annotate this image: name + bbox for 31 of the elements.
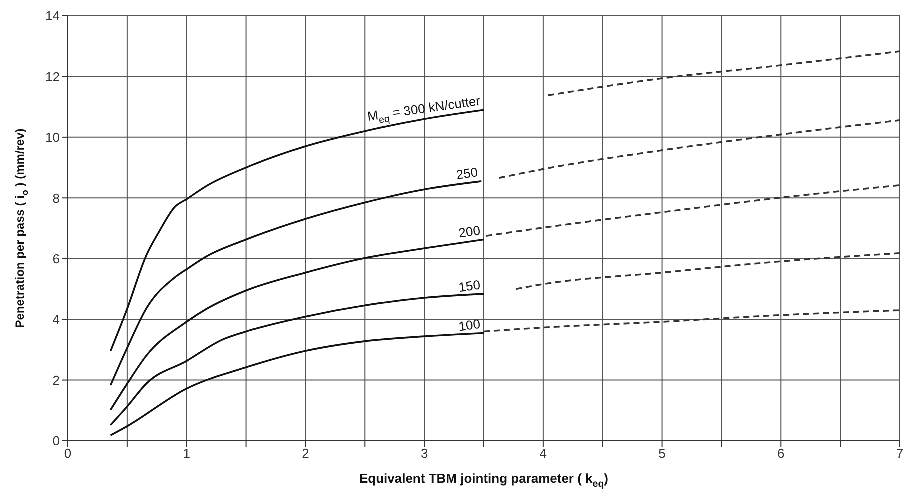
line-series [498,120,900,180]
x-tick-label: 7 [896,446,904,462]
line-series [547,50,900,96]
x-tick-label: 3 [420,446,428,462]
y-tick-label: 6 [52,251,60,266]
text: 200 [458,222,482,241]
text: 150 [458,277,482,296]
x-tick-label: 4 [540,446,548,462]
y-tick-label: 0 [52,434,60,449]
y-tick-label: 4 [52,312,60,328]
y-tick-label: 8 [52,190,60,206]
x-tick-label: 6 [778,446,785,462]
text: M$_{eq}$ = 300 kN/cutter [366,93,482,126]
line-series [110,332,485,436]
line-series [515,252,900,290]
y-tick-label: 12 [46,69,60,84]
line-series [110,238,485,411]
text: 100 [458,316,482,334]
line-series [110,293,485,426]
line-series [485,184,900,237]
x-axis-title: Equivalent TBM jointing parameter ( k$_{eq}$) [359,471,609,490]
x-tick-label: 0 [64,446,72,462]
x-tick-label: 5 [658,446,666,462]
y-tick-label: 14 [46,8,60,24]
x-tick-label: 1 [183,446,190,462]
x-tick-label: 2 [302,446,310,462]
line-series [483,310,900,333]
text: 250 [455,164,480,182]
y-tick-label: 10 [46,130,60,146]
y-tick-label: 2 [52,372,60,388]
line-series [110,180,483,386]
